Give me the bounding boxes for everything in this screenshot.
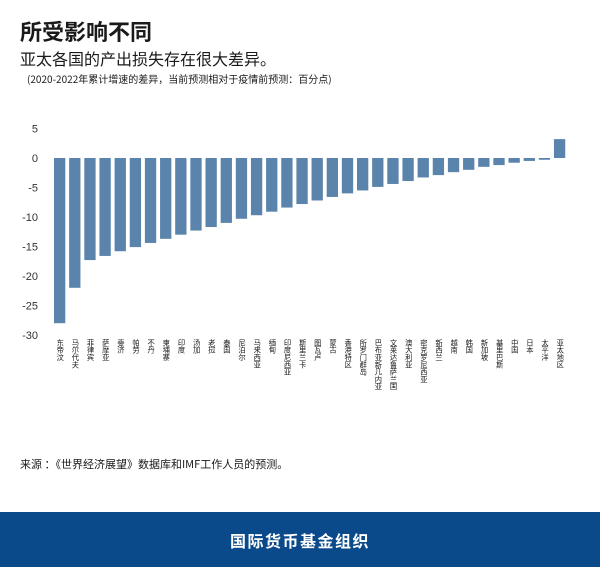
svg-text:5: 5 — [32, 124, 38, 136]
svg-text:-25: -25 — [22, 301, 38, 313]
svg-text:-30: -30 — [22, 330, 38, 340]
svg-text:-10: -10 — [22, 212, 38, 224]
svg-text:-15: -15 — [22, 242, 38, 254]
svg-text:-5: -5 — [28, 183, 38, 195]
svg-text:0: 0 — [32, 153, 38, 165]
svg-text:-20: -20 — [22, 271, 38, 283]
